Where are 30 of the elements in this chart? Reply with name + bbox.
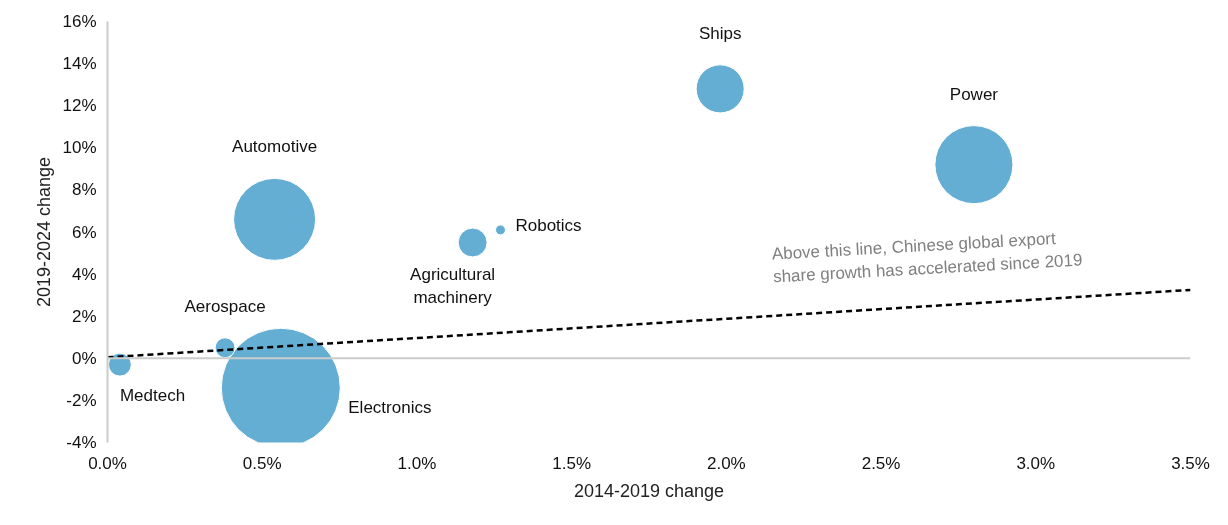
x-tick-label: 2.0%	[706, 453, 746, 473]
x-tick-label: 3.0%	[1016, 453, 1056, 473]
x-tick-label: 0.5%	[242, 453, 282, 473]
annotation: Robotics	[515, 216, 582, 236]
y-tick-label: 16%	[62, 12, 97, 31]
x-tick-label: 2.5%	[861, 453, 901, 473]
x-tick-label: 3.5%	[1171, 453, 1210, 473]
annotation: Ships	[698, 23, 742, 43]
y-tick-label: 10%	[62, 138, 97, 158]
annotation: Aerospace	[184, 296, 266, 316]
x-tick-label: 1.0%	[397, 453, 437, 473]
y-tick-label: 12%	[62, 96, 97, 116]
y-tick-label: 4%	[71, 264, 97, 284]
y-tick-label: -4%	[66, 433, 97, 452]
x-tick-label: 1.5%	[552, 453, 592, 473]
x-tick-label: 0.0%	[88, 453, 127, 473]
y-tick-label: 6%	[71, 222, 97, 242]
annotation: Above this line, Chinese global export share growth has accelerated since 2019	[771, 228, 1083, 287]
y-tick-label: 0%	[71, 348, 97, 368]
x-axis-title: 2014-2019 change	[573, 480, 725, 501]
y-tick-label: 14%	[62, 54, 97, 74]
annotation: Automotive	[232, 137, 318, 157]
y-tick-label: 2%	[71, 306, 97, 326]
y-tick-label: 8%	[71, 180, 97, 200]
annotation: Electronics	[348, 398, 432, 418]
annotation: Power	[949, 84, 999, 104]
annotation: Agricultural machinery	[410, 264, 496, 307]
y-tick-label: -2%	[66, 390, 97, 410]
y-axis-title: 2019-2024 change	[34, 156, 55, 308]
annotation: Medtech	[119, 386, 186, 406]
